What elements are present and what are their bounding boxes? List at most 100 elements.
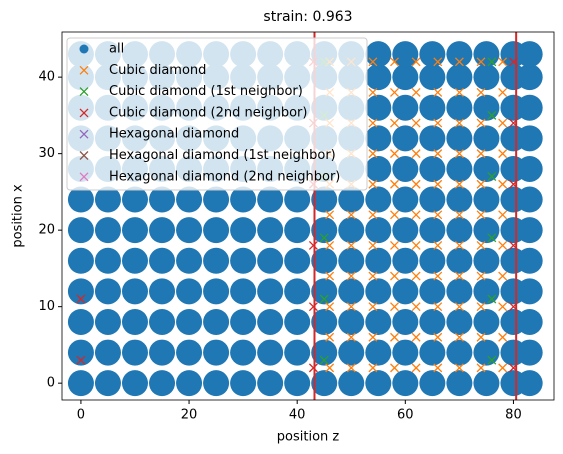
point <box>390 302 399 312</box>
point <box>433 302 443 312</box>
point <box>365 41 392 68</box>
point <box>257 339 284 366</box>
point <box>487 110 497 120</box>
point <box>121 370 148 397</box>
y-tick-label: 0 <box>47 376 55 391</box>
point <box>325 302 335 312</box>
point <box>419 278 446 305</box>
legend-marker <box>79 172 89 182</box>
point <box>419 217 446 244</box>
point <box>411 302 421 312</box>
point <box>338 370 365 397</box>
point <box>284 247 311 274</box>
point <box>516 125 543 152</box>
point <box>338 247 365 274</box>
point <box>203 278 230 305</box>
point <box>338 278 365 305</box>
point <box>433 87 443 97</box>
point <box>365 155 392 182</box>
point <box>325 332 335 342</box>
point <box>368 363 378 373</box>
point <box>67 186 94 213</box>
point <box>419 41 446 68</box>
point <box>498 179 508 189</box>
point <box>498 149 508 159</box>
point <box>419 339 446 366</box>
point <box>67 217 94 244</box>
point <box>284 339 311 366</box>
point <box>390 118 399 128</box>
point <box>149 370 176 397</box>
point <box>346 363 356 373</box>
point <box>257 186 284 213</box>
point <box>476 271 486 281</box>
point <box>498 87 508 97</box>
legend-label: Hexagonal diamond (2nd neighbor) <box>109 169 340 184</box>
point <box>411 363 421 373</box>
point <box>176 370 203 397</box>
point <box>392 41 419 68</box>
legend-label: Cubic diamond (2nd neighbor) <box>109 105 307 120</box>
point <box>454 271 464 281</box>
point <box>419 94 446 121</box>
legend-label: all <box>109 42 124 57</box>
point <box>433 363 443 373</box>
point <box>121 339 148 366</box>
x-tick-label: 20 <box>181 408 198 423</box>
point <box>433 118 443 128</box>
point <box>319 233 329 243</box>
point <box>230 308 257 335</box>
point <box>411 57 421 67</box>
point <box>487 355 497 365</box>
point <box>446 278 473 305</box>
point <box>176 278 203 305</box>
point <box>516 41 543 68</box>
point <box>516 308 543 335</box>
point <box>284 278 311 305</box>
point <box>454 302 464 312</box>
point <box>368 118 378 128</box>
point <box>473 186 500 213</box>
point <box>473 247 500 274</box>
point <box>368 332 378 342</box>
point <box>365 186 392 213</box>
point <box>149 339 176 366</box>
point <box>346 271 356 281</box>
point <box>390 210 399 220</box>
point <box>346 240 356 250</box>
point <box>311 308 338 335</box>
point <box>338 217 365 244</box>
point <box>473 41 500 68</box>
legend-label: Hexagonal diamond <box>109 127 239 142</box>
point <box>476 302 486 312</box>
point <box>516 94 543 121</box>
point <box>121 217 148 244</box>
legend-marker <box>79 44 89 54</box>
point <box>516 217 543 244</box>
legend-box <box>66 37 368 191</box>
point <box>176 247 203 274</box>
y-tick-label: 40 <box>38 70 55 85</box>
point <box>368 210 378 220</box>
x-tick-label: 80 <box>505 408 522 423</box>
point <box>203 217 230 244</box>
point <box>433 149 443 159</box>
legend-marker <box>79 65 89 75</box>
point <box>390 149 399 159</box>
point <box>487 233 497 243</box>
point <box>487 57 497 67</box>
point <box>346 332 356 342</box>
point <box>498 210 508 220</box>
point <box>516 247 543 274</box>
point <box>67 339 94 366</box>
point <box>149 217 176 244</box>
point <box>346 210 356 220</box>
point <box>392 186 419 213</box>
point <box>176 186 203 213</box>
point <box>338 186 365 213</box>
point <box>311 339 338 366</box>
legend-marker <box>79 108 89 118</box>
y-tick-label: 10 <box>38 299 55 314</box>
point <box>476 87 486 97</box>
